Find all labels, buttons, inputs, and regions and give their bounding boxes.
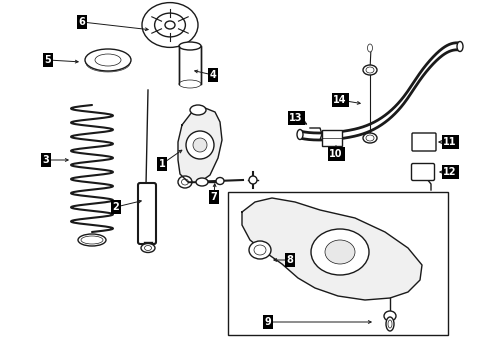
FancyBboxPatch shape bbox=[412, 163, 435, 180]
Ellipse shape bbox=[249, 176, 257, 184]
Bar bbox=[228, 192, 448, 335]
Ellipse shape bbox=[141, 243, 155, 252]
Text: 3: 3 bbox=[43, 155, 49, 165]
Ellipse shape bbox=[254, 245, 266, 255]
Text: 7: 7 bbox=[211, 192, 218, 202]
Ellipse shape bbox=[388, 320, 392, 328]
Ellipse shape bbox=[363, 65, 377, 75]
FancyBboxPatch shape bbox=[322, 130, 342, 146]
Ellipse shape bbox=[179, 42, 201, 50]
Ellipse shape bbox=[297, 130, 303, 139]
Polygon shape bbox=[178, 108, 222, 182]
Ellipse shape bbox=[216, 177, 224, 184]
Ellipse shape bbox=[165, 21, 175, 29]
Ellipse shape bbox=[179, 80, 201, 88]
Ellipse shape bbox=[249, 241, 271, 259]
Ellipse shape bbox=[368, 44, 372, 52]
Text: 10: 10 bbox=[329, 149, 343, 159]
Ellipse shape bbox=[78, 234, 106, 246]
Ellipse shape bbox=[366, 135, 374, 141]
Ellipse shape bbox=[311, 229, 369, 275]
Ellipse shape bbox=[86, 54, 130, 72]
Ellipse shape bbox=[178, 176, 192, 188]
Ellipse shape bbox=[386, 317, 394, 331]
Ellipse shape bbox=[81, 236, 103, 244]
Ellipse shape bbox=[142, 3, 198, 48]
Text: 6: 6 bbox=[78, 17, 85, 27]
Text: 1: 1 bbox=[159, 159, 166, 169]
Ellipse shape bbox=[186, 131, 214, 159]
Text: 9: 9 bbox=[265, 317, 271, 327]
FancyBboxPatch shape bbox=[412, 133, 436, 151]
Text: 14: 14 bbox=[333, 95, 347, 105]
Bar bbox=[179, 46, 201, 84]
Ellipse shape bbox=[95, 54, 121, 66]
Text: 2: 2 bbox=[113, 202, 120, 212]
Polygon shape bbox=[242, 198, 422, 300]
Ellipse shape bbox=[384, 311, 396, 321]
Ellipse shape bbox=[325, 240, 355, 264]
Text: 11: 11 bbox=[443, 137, 457, 147]
Ellipse shape bbox=[145, 246, 151, 251]
Ellipse shape bbox=[457, 41, 463, 51]
Text: 13: 13 bbox=[289, 113, 303, 123]
Ellipse shape bbox=[155, 13, 185, 37]
Ellipse shape bbox=[190, 105, 206, 115]
Text: 12: 12 bbox=[443, 167, 457, 177]
Ellipse shape bbox=[366, 67, 374, 73]
Ellipse shape bbox=[181, 179, 189, 185]
Text: 8: 8 bbox=[287, 255, 294, 265]
Text: 5: 5 bbox=[45, 55, 51, 65]
Text: 4: 4 bbox=[210, 70, 217, 80]
Ellipse shape bbox=[85, 49, 131, 71]
FancyBboxPatch shape bbox=[138, 183, 156, 244]
Ellipse shape bbox=[363, 133, 377, 143]
Ellipse shape bbox=[193, 138, 207, 152]
Ellipse shape bbox=[196, 178, 208, 186]
